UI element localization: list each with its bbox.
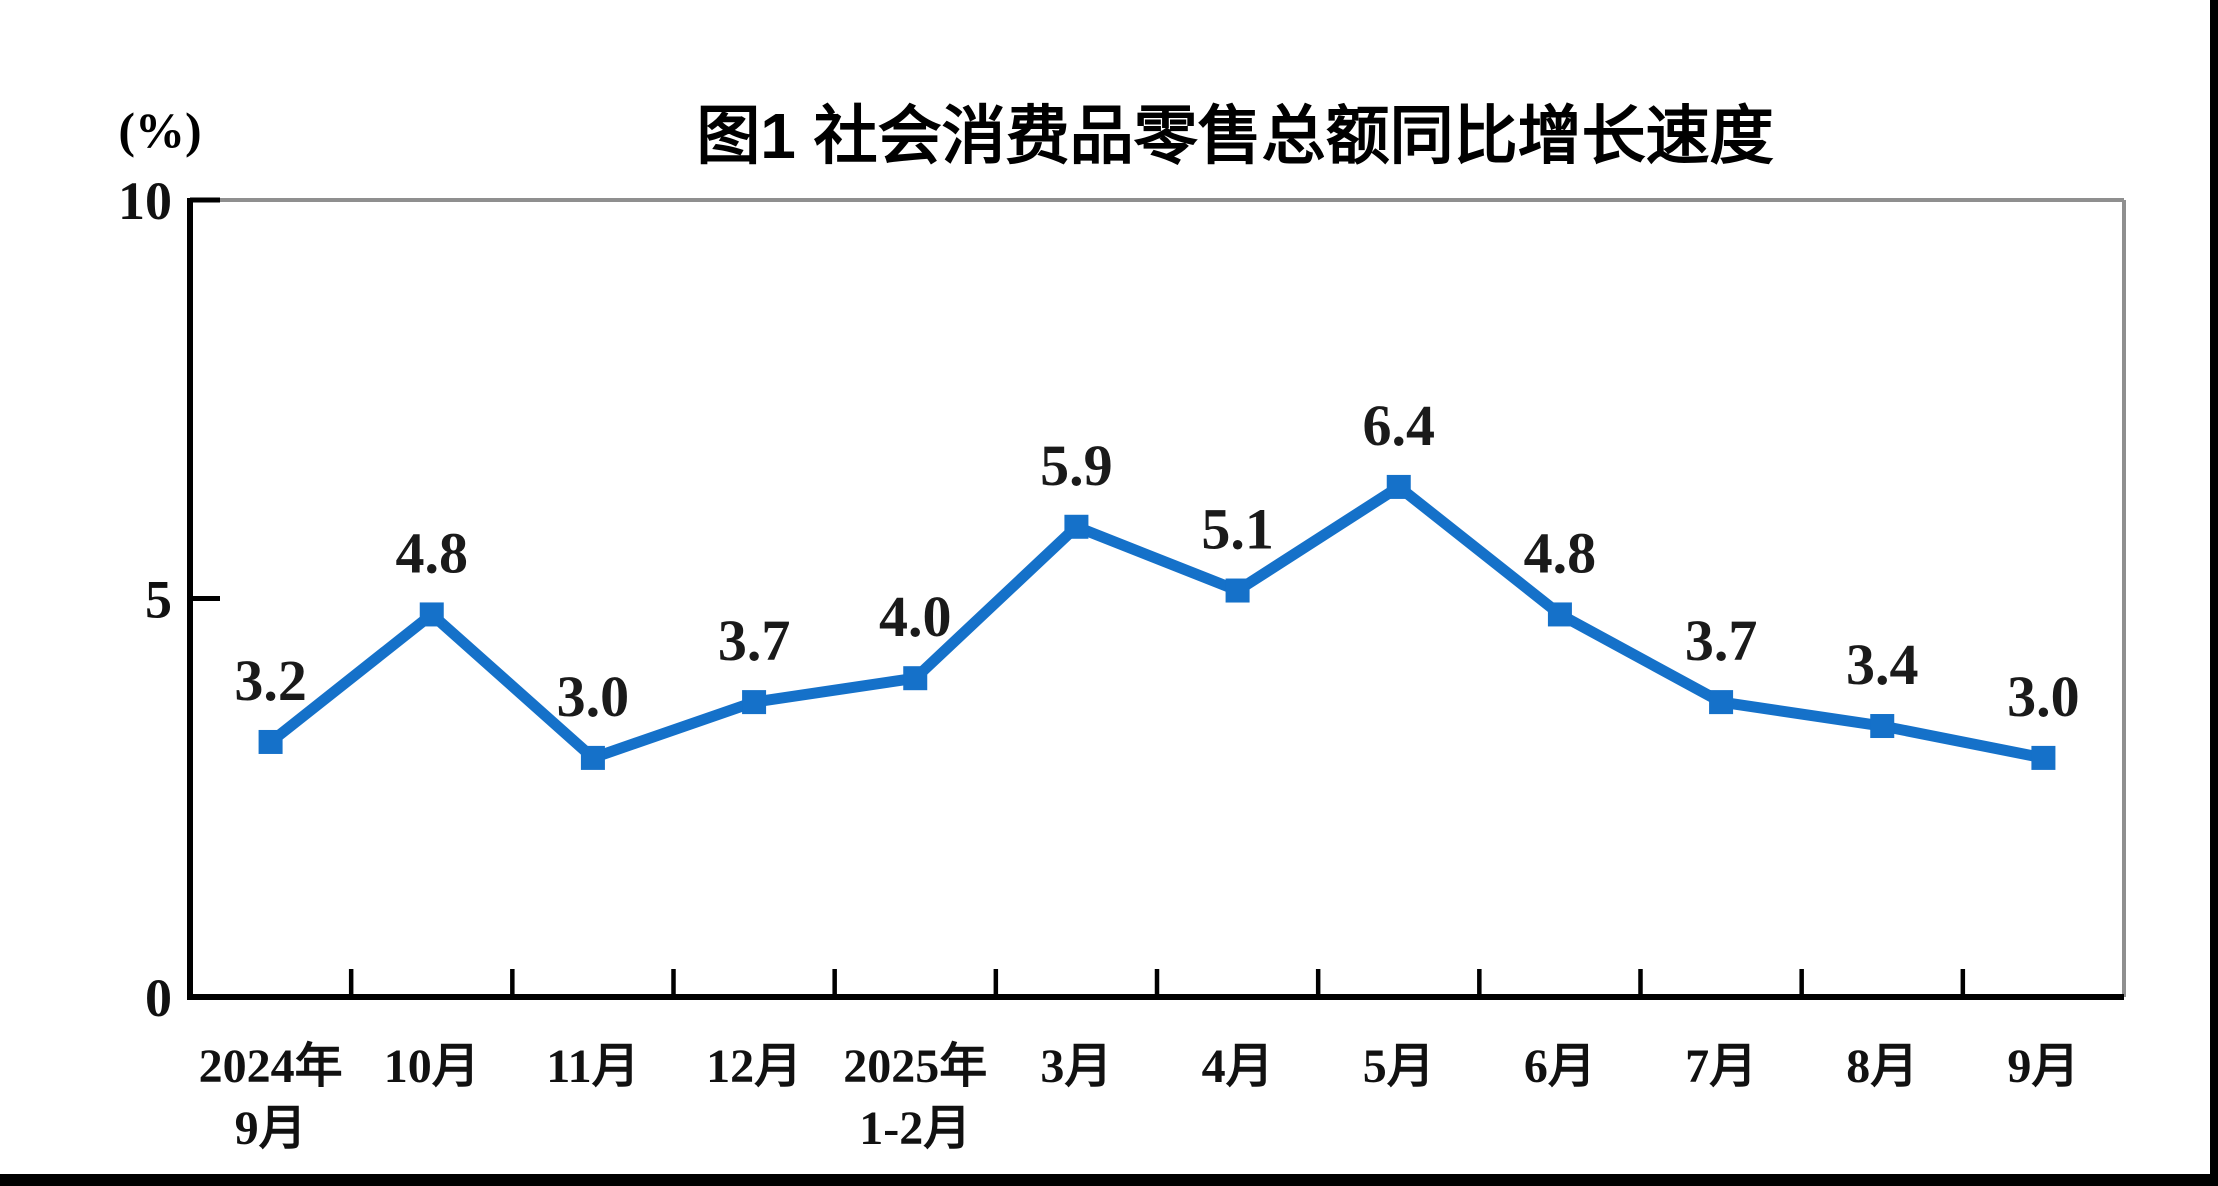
y-axis-tick-label: 5	[145, 570, 172, 630]
x-axis-category-label-line: 1-2月	[859, 1102, 971, 1155]
x-axis-category-label-line: 11月	[546, 1040, 639, 1093]
data-point-label: 5.1	[1201, 497, 1274, 562]
x-axis-category-label-line: 9月	[235, 1102, 307, 1155]
y-axis-tick-label: 10	[118, 171, 172, 231]
x-axis-category-label-line: 4月	[1202, 1040, 1274, 1093]
data-point-marker	[2031, 745, 2056, 770]
x-axis-category-label: 12月	[706, 1040, 802, 1093]
data-point-marker	[419, 602, 444, 627]
x-axis-category-label-line: 9月	[2007, 1040, 2079, 1093]
x-axis-category-label: 5月	[1363, 1040, 1435, 1093]
x-axis-category-label: 9月	[2007, 1040, 2079, 1093]
x-axis-category-label-line: 6月	[1524, 1040, 1596, 1093]
data-point-label: 3.0	[557, 664, 630, 729]
data-point-marker	[258, 729, 283, 754]
x-axis-category-label-line: 2024年	[199, 1040, 343, 1093]
x-axis-category-label-line: 8月	[1846, 1040, 1918, 1093]
data-point-marker	[903, 666, 928, 691]
x-axis-category-label: 6月	[1524, 1040, 1596, 1093]
data-point-marker	[1386, 474, 1411, 499]
chart-title: 图1 社会消费品零售总额同比增长速度	[696, 100, 1773, 172]
x-axis-category-label-line: 5月	[1363, 1040, 1435, 1093]
x-axis-category-label: 3月	[1040, 1040, 1112, 1093]
data-point-label: 3.7	[1685, 608, 1758, 673]
x-axis-category-label-line: 2025年	[843, 1040, 987, 1093]
x-axis-category-label: 2024年 9月	[199, 1040, 343, 1155]
data-point-label: 3.4	[1846, 632, 1919, 697]
x-axis-category-label-line: 12月	[706, 1040, 802, 1093]
data-point-label: 4.8	[1524, 520, 1597, 585]
x-axis-category-label: 2025年 1-2月	[843, 1040, 987, 1155]
data-point-label: 3.2	[234, 648, 307, 713]
x-axis-category-label: 4月	[1202, 1040, 1274, 1093]
data-point-label: 3.0	[2007, 664, 2080, 729]
data-point-label: 5.9	[1040, 433, 1113, 498]
x-axis-category-label-line: 10月	[384, 1040, 480, 1093]
x-axis-category-label: 8月	[1846, 1040, 1918, 1093]
data-point-marker	[1547, 602, 1572, 627]
x-axis-category-label-line: 3月	[1040, 1040, 1112, 1093]
data-point-label: 4.0	[879, 584, 952, 649]
x-axis-category-label: 11月	[546, 1040, 639, 1093]
data-point-label: 4.8	[396, 520, 469, 585]
series-line	[267, 480, 2045, 765]
data-point-label: 6.4	[1363, 393, 1436, 458]
data-point-marker	[1709, 690, 1734, 715]
data-point-label: 3.7	[718, 608, 791, 673]
data-point-marker	[742, 690, 767, 715]
x-axis-category-label-line: 7月	[1685, 1040, 1757, 1093]
data-point-marker	[1870, 714, 1895, 739]
window-frame-right	[2210, 0, 2218, 1186]
data-point-marker	[1064, 514, 1089, 539]
y-axis-tick-label: 0	[145, 968, 172, 1028]
x-axis-category-label: 10月	[384, 1040, 480, 1093]
y-axis-unit-label: (%)	[118, 102, 201, 158]
x-axis-category-label: 7月	[1685, 1040, 1757, 1093]
plot-area: 0 5 10 2024年 9月 10月 11月 12月 2025年 1-2月 3月 4月 5月 6月 7月 8…	[118, 171, 2126, 1155]
data-point-marker	[580, 745, 605, 770]
data-point-marker	[1225, 578, 1250, 603]
window-frame-bottom	[0, 1174, 2218, 1186]
